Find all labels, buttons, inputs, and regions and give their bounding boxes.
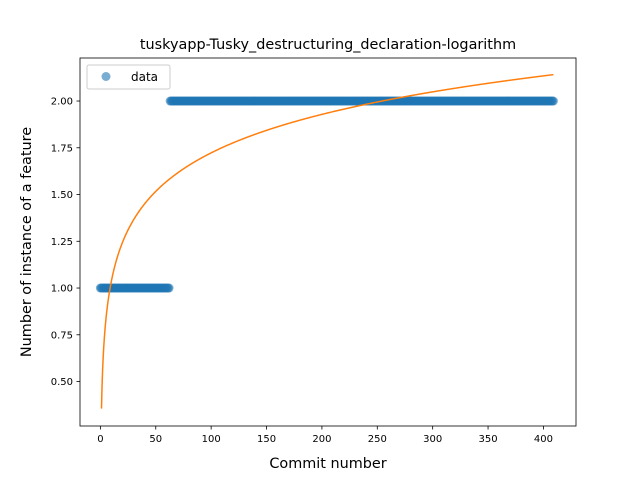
chart-title: tuskyapp-Tusky_destructuring_declaration… xyxy=(140,37,516,53)
data-point xyxy=(548,96,558,106)
x-tick-label: 100 xyxy=(202,434,221,445)
y-tick-label: 1.00 xyxy=(51,284,73,295)
data-point xyxy=(164,283,174,293)
x-axis-label: Commit number xyxy=(269,456,386,472)
y-tick-label: 1.50 xyxy=(51,190,73,201)
x-tick-label: 300 xyxy=(423,434,442,445)
legend-label-data: data xyxy=(131,70,158,84)
legend: data xyxy=(86,64,171,90)
legend-box xyxy=(86,64,171,90)
x-tick-label: 150 xyxy=(257,434,276,445)
y-tick-label: 0.75 xyxy=(51,330,73,341)
x-tick-label: 50 xyxy=(149,434,162,445)
x-tick-label: 250 xyxy=(368,434,387,445)
x-tick-label: 200 xyxy=(312,434,331,445)
legend-marker xyxy=(101,72,111,81)
x-tick-label: 350 xyxy=(479,434,498,445)
x-tick-label: 400 xyxy=(534,434,553,445)
y-axis-label: Number of instance of a feature xyxy=(19,127,35,357)
y-tick-label: 2.00 xyxy=(51,97,73,108)
y-tick-label: 0.50 xyxy=(51,377,73,388)
axes-frame xyxy=(79,57,577,427)
plot-area xyxy=(95,73,558,409)
y-tick-label: 1.75 xyxy=(51,143,73,154)
axes: 0 50 100 150 200 250 300 350 400 0.50 0.75 1.00 1.25… xyxy=(51,57,577,445)
y-tick-label: 1.25 xyxy=(51,237,73,248)
x-tick-label: 0 xyxy=(97,434,103,445)
fit-line xyxy=(100,73,554,409)
